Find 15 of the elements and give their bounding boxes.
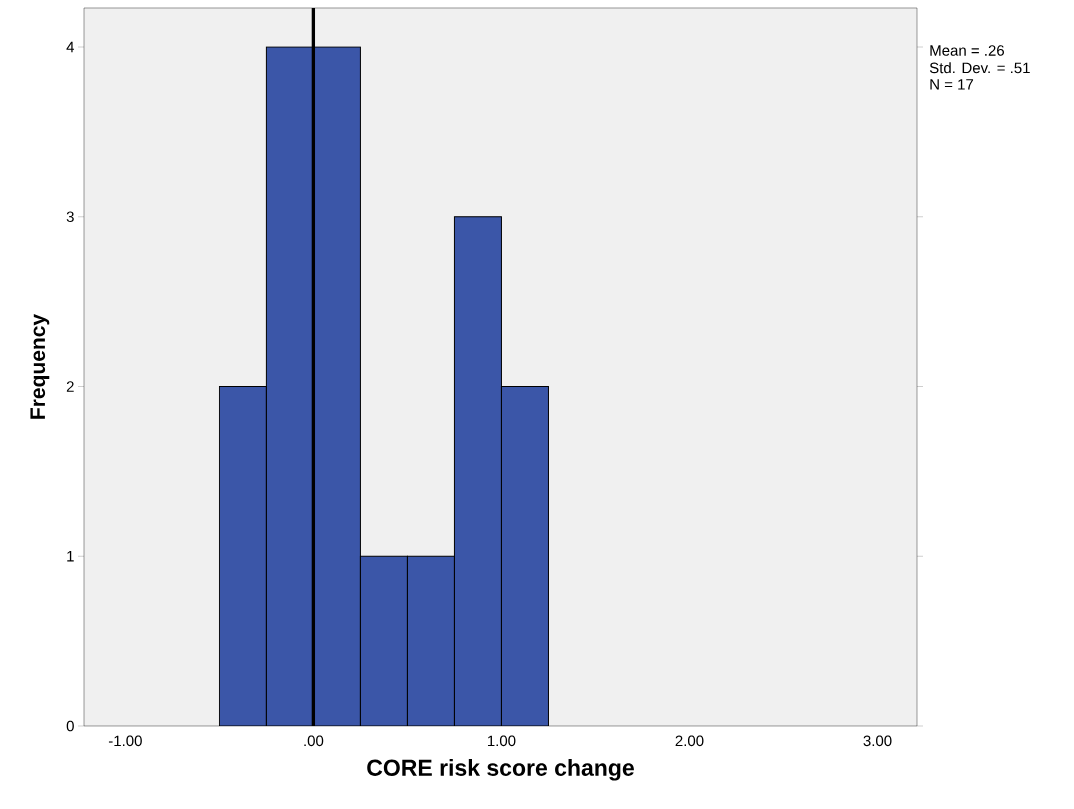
y-tick-label: 1 <box>67 551 74 562</box>
x-tick-label: .00 <box>304 735 324 747</box>
x-axis-title: CORE risk score change <box>367 759 634 781</box>
text: N = 17 <box>930 79 974 90</box>
text: Std. Dev. = .51 <box>929 62 1030 74</box>
x-tick-label: -1.00 <box>108 735 142 747</box>
y-axis-title: Frequency <box>30 314 50 419</box>
y-tick-label: 0 <box>66 720 74 732</box>
y-tick-label: 3 <box>66 211 74 223</box>
y-tick-label: 4 <box>66 41 75 53</box>
y-tick-label: 2 <box>66 381 74 392</box>
text: Mean = .26 <box>930 45 1004 56</box>
x-tick-label: 1.00 <box>487 735 516 747</box>
x-tick-label: 3.00 <box>863 735 892 747</box>
x-tick-label: 2.00 <box>675 735 704 747</box>
